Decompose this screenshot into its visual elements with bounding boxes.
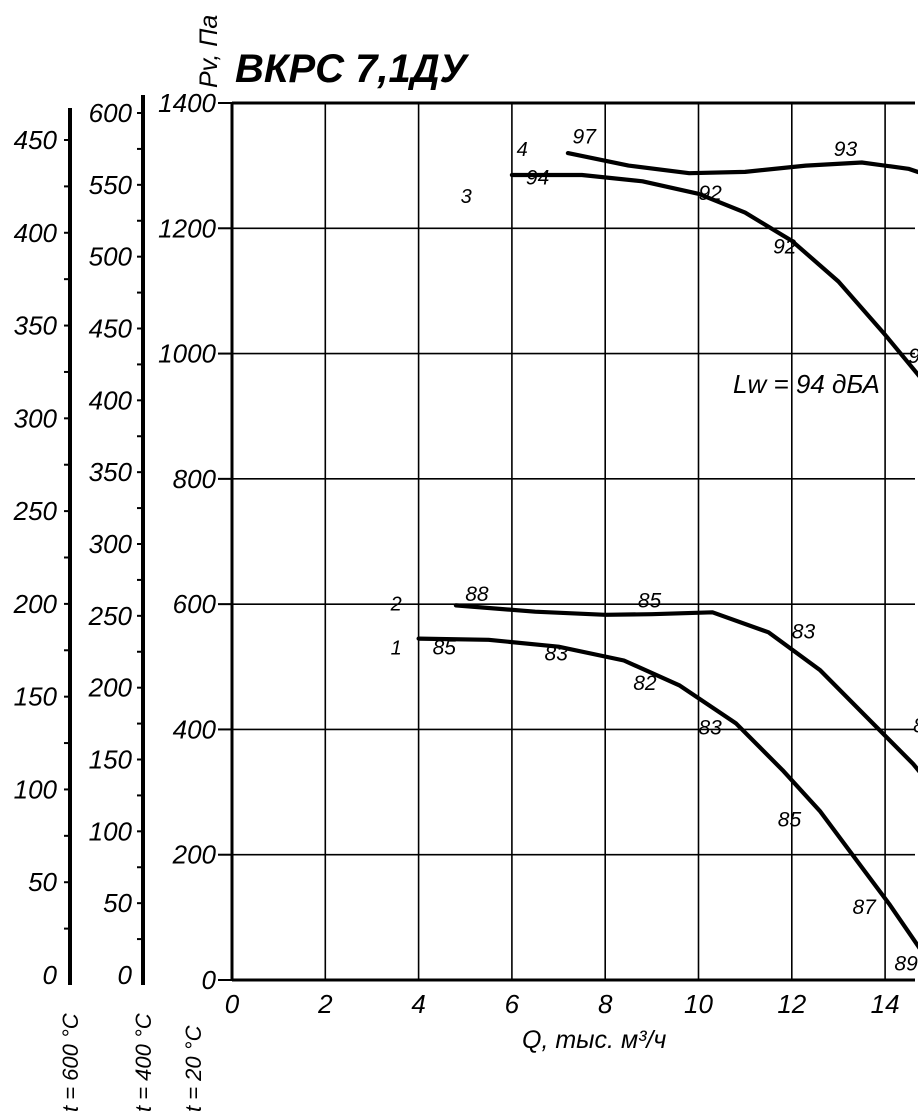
y-tick-label: 400: [173, 714, 217, 744]
point-label: 94: [526, 166, 549, 189]
curve-2: [453, 603, 918, 774]
temperature-tick-label: 0: [118, 960, 133, 990]
x-tick-label: 8: [598, 989, 613, 1019]
temperature-scale-label: t = 400 °C: [131, 1013, 156, 1112]
point-label: 89: [894, 953, 918, 976]
temperature-tick-label: 150: [14, 682, 58, 712]
y-tick-label: 600: [173, 589, 217, 619]
curve-id-label: 1: [391, 637, 402, 659]
point-label: 87: [852, 896, 877, 919]
temperature-tick-label: 550: [89, 170, 133, 200]
point-label: 93: [834, 138, 858, 161]
temperature-scale-label: t = 20 °C: [181, 1025, 206, 1112]
y-axis-label: Pv, Па: [195, 15, 223, 88]
y-tick-label: 200: [172, 840, 217, 870]
temperature-tick-label: 300: [89, 529, 133, 559]
point-label: 85: [913, 715, 918, 738]
point-label: 92: [699, 182, 723, 205]
y-tick-label: 800: [173, 464, 217, 494]
point-labels: 8583828385878988858385899497949292929496…: [390, 126, 918, 976]
point-label: 85: [433, 636, 457, 659]
x-tick-label: 10: [684, 989, 713, 1019]
curve-id-label: 3: [461, 186, 472, 208]
y-tick-label: 1000: [158, 339, 216, 369]
y-tick-label: 1200: [158, 213, 216, 243]
temperature-tick-label: 150: [89, 745, 133, 775]
y-tick-label: 1400: [158, 88, 216, 118]
point-label: 83: [792, 621, 816, 644]
point-label: 88: [465, 583, 489, 606]
temperature-tick-label: 450: [14, 125, 58, 155]
point-label: 82: [633, 672, 657, 695]
x-tick-label: 0: [225, 989, 240, 1019]
point-label: 92: [773, 235, 797, 258]
point-label: 83: [545, 643, 569, 666]
chart-title: ВКРС 7,1ДУ: [235, 47, 470, 91]
temperature-tick-label: 50: [28, 867, 57, 897]
x-tick-label: 14: [871, 989, 900, 1019]
temperature-tick-label: 450: [89, 314, 133, 344]
curve-4: [565, 151, 918, 176]
x-axis-label: Q, тыс. м³/ч: [522, 1026, 666, 1054]
temperature-tick-label: 100: [14, 774, 58, 804]
temperature-tick-label: 100: [89, 816, 133, 846]
curve-1: [416, 636, 918, 950]
temperature-tick-label: 600: [89, 98, 133, 128]
temperature-tick-label: 350: [14, 311, 58, 341]
temperature-tick-label: 50: [103, 888, 132, 918]
x-tick-label: 2: [317, 989, 333, 1019]
axes: 0246810121416182022242628020040060080010…: [158, 88, 900, 1019]
point-label: 85: [778, 809, 802, 832]
x-tick-label: 4: [411, 989, 425, 1019]
temperature-tick-label: 200: [13, 589, 58, 619]
temperature-scale-label: t = 600 °C: [58, 1013, 83, 1112]
temperature-tick-label: 400: [14, 218, 58, 248]
temperature-tick-label: 500: [89, 242, 133, 272]
temperature-tick-label: 300: [14, 403, 58, 433]
curve-3: [509, 172, 918, 378]
y-tick-label: 0: [202, 965, 217, 995]
temperature-scales: 0 50 100 150 200 250 300 350 400 450 0 50 100 150 200 2…: [13, 95, 206, 1112]
temperature-tick-label: 250: [88, 601, 133, 631]
point-label: 97: [573, 126, 598, 149]
temperature-tick-label: 0: [43, 960, 58, 990]
grid: [230, 101, 915, 982]
point-label: 92: [908, 345, 918, 368]
point-label: 85: [638, 589, 662, 612]
curve-id-label: 4: [517, 139, 528, 161]
temperature-tick-label: 400: [89, 385, 133, 415]
temperature-tick-label: 250: [13, 496, 58, 526]
x-tick-label: 6: [505, 989, 520, 1019]
temperature-tick-label: 350: [89, 457, 133, 487]
temperature-tick-label: 200: [88, 673, 133, 703]
point-label: 83: [699, 716, 723, 739]
curve-id-label: 2: [390, 593, 402, 615]
x-tick-label: 12: [777, 989, 806, 1019]
sound-power-annotation: Lw = 94 дБА: [733, 369, 880, 399]
curves: [416, 151, 918, 950]
